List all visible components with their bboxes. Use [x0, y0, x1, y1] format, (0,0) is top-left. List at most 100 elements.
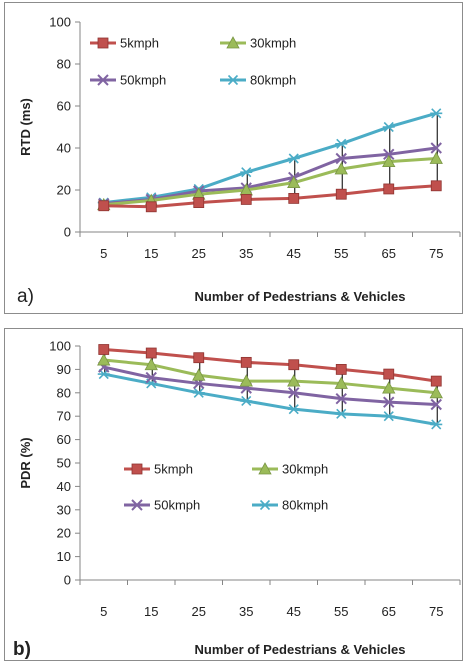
legend-label: 30kmph [282, 462, 328, 477]
x-tick-label: 65 [382, 604, 396, 619]
y-axis-title: RTD (ms) [18, 98, 33, 156]
series-line-80kmph [103, 372, 437, 426]
y-tick-label: 100 [49, 339, 71, 354]
legend-label: 50kmph [154, 498, 200, 513]
legend: 5kmph 30kmph 50kmph 80kmph [124, 462, 328, 513]
data-point-50kmph [430, 398, 442, 411]
chart-panel-b: 0 10 20 30 40 50 60 70 80 90 100 5 15 25 35 45 55 65 75 PDR… [4, 328, 463, 661]
data-point-50kmph [288, 387, 300, 399]
x-tick-label: 5 [100, 604, 107, 619]
y-tick-label: 60 [57, 99, 71, 114]
x-axis-title: Number of Pedestrians & Vehicles [195, 642, 406, 657]
series-30kmph [97, 353, 443, 399]
data-point-30kmph [334, 162, 348, 175]
data-point-30kmph [382, 381, 396, 394]
data-point-5kmph [335, 188, 347, 200]
data-point-50kmph [335, 392, 347, 405]
legend-marker [131, 463, 143, 475]
data-point-5kmph [383, 183, 395, 195]
data-point-30kmph [382, 154, 396, 168]
rtd-line-chart: 0 20 40 60 80 100 5 15 25 35 45 55 65 75 RTD (ms) Numbe… [17, 15, 461, 307]
data-point-5kmph [383, 368, 395, 380]
y-tick-label: 40 [57, 141, 71, 156]
data-point-50kmph [383, 148, 395, 161]
data-point-5kmph [430, 375, 442, 387]
data-point-5kmph [240, 194, 252, 205]
data-point-30kmph [192, 368, 206, 381]
y-tick-label: 80 [57, 57, 71, 72]
data-point-5kmph [98, 200, 110, 212]
y-tick-label: 100 [49, 15, 71, 30]
y-tick-label: 90 [57, 362, 71, 377]
legend-label: 50kmph [120, 73, 166, 88]
legend: 5kmph 30kmph 50kmph 80kmph [90, 36, 296, 88]
y-axis-title: PDR (%) [18, 437, 33, 488]
legend-label: 5kmph [120, 36, 159, 51]
data-point-5kmph [430, 180, 442, 192]
series-line-50kmph [103, 365, 437, 406]
panel-label: b) [13, 639, 31, 660]
legend-marker [227, 74, 239, 86]
legend-marker [97, 37, 109, 49]
data-point-5kmph [288, 359, 300, 371]
legend-label: 80kmph [282, 498, 328, 513]
data-point-80kmph [287, 404, 300, 415]
data-point-80kmph [430, 419, 443, 430]
x-tick-label: 15 [144, 604, 158, 619]
data-point-50kmph [430, 142, 442, 154]
legend-label: 30kmph [250, 36, 296, 51]
legend-label: 80kmph [250, 73, 296, 88]
data-point-30kmph [429, 385, 443, 399]
data-point-80kmph [430, 108, 443, 119]
x-tick-label: 45 [287, 604, 301, 619]
y-tick-label: 20 [57, 183, 71, 198]
data-point-80kmph [192, 387, 205, 398]
x-tick-label: 25 [192, 604, 206, 619]
data-point-80kmph [335, 408, 348, 419]
x-tick-label: 65 [382, 246, 396, 261]
data-point-5kmph [240, 356, 252, 368]
legend-marker [226, 36, 240, 49]
y-tick-label: 10 [57, 549, 71, 564]
data-point-80kmph [240, 395, 253, 407]
data-point-5kmph [193, 197, 205, 209]
series-line-30kmph [103, 358, 437, 395]
data-point-50kmph [145, 371, 157, 384]
legend-marker [97, 74, 109, 86]
series-line-5kmph [103, 348, 437, 383]
y-tick-label: 0 [64, 225, 71, 240]
x-tick-label: 45 [287, 246, 301, 261]
y-tick-label: 0 [64, 573, 71, 588]
y-tick-label: 50 [57, 456, 71, 471]
series-5kmph [98, 180, 442, 213]
chart-panel-a: 0 20 40 60 80 100 5 15 25 35 45 55 65 75 RTD (ms) Numbe… [4, 2, 463, 314]
x-tick-label: 15 [144, 246, 158, 261]
data-point-30kmph [287, 175, 301, 189]
data-point-30kmph [97, 353, 111, 366]
x-tick-label: 35 [239, 604, 253, 619]
x-tick-label: 25 [192, 246, 206, 261]
series-5kmph [98, 344, 442, 387]
x-tick-label: 75 [429, 246, 443, 261]
x-tick-label: 35 [239, 246, 253, 261]
series-line-80kmph [103, 111, 437, 205]
y-tick-label: 30 [57, 502, 71, 517]
data-point-5kmph [98, 344, 110, 355]
pdr-line-chart: 0 10 20 30 40 50 60 70 80 90 100 5 15 25 35 45 55 65 75 PDR… [13, 339, 461, 660]
y-tick-label: 20 [57, 526, 71, 541]
y-tick-label: 40 [57, 479, 71, 494]
data-point-30kmph [144, 357, 158, 371]
legend-marker [131, 499, 143, 511]
y-tick-label: 70 [57, 409, 71, 424]
series-80kmph [97, 369, 443, 430]
data-point-5kmph [145, 347, 157, 359]
data-point-50kmph [335, 152, 347, 165]
data-point-50kmph [383, 396, 395, 408]
data-point-30kmph [334, 376, 348, 389]
x-tick-label: 55 [334, 246, 348, 261]
x-axis-title: Number of Pedestrians & Vehicles [195, 289, 406, 304]
data-point-80kmph [287, 153, 300, 164]
data-point-5kmph [335, 364, 347, 375]
data-point-80kmph [145, 378, 158, 389]
series-30kmph [97, 151, 443, 211]
